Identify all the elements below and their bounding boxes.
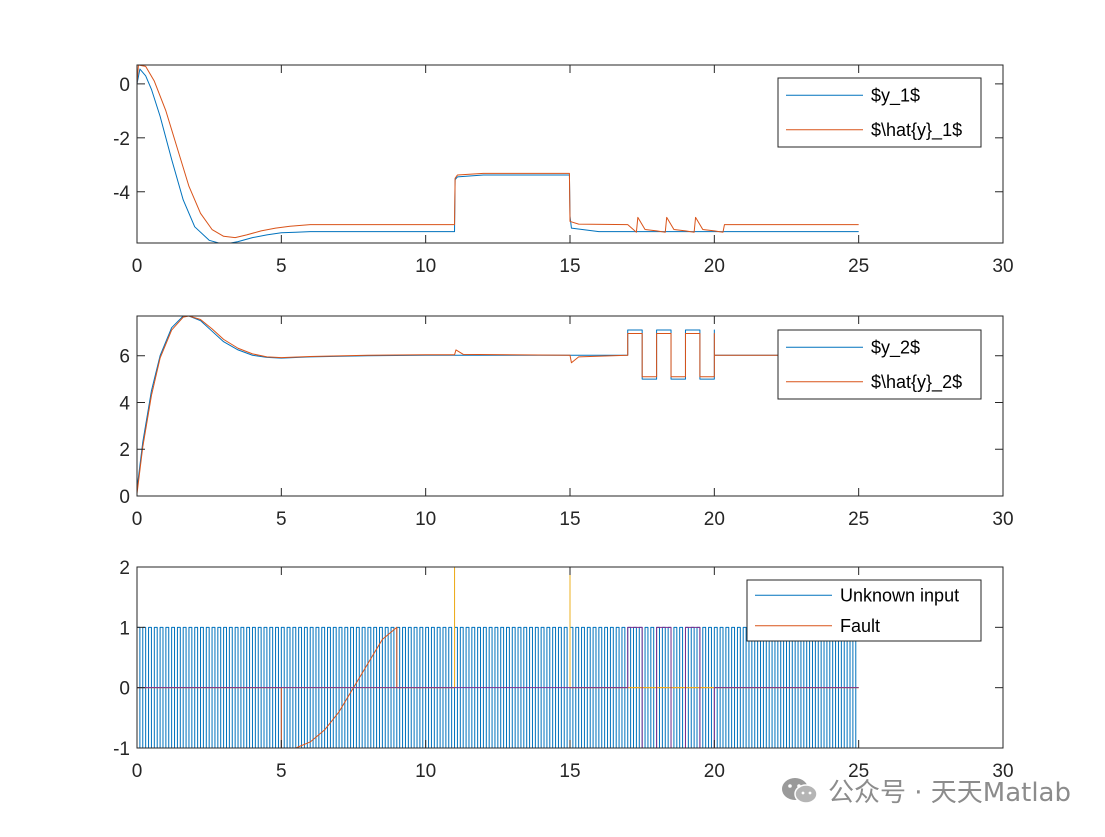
- y-tick-label: 2: [119, 440, 130, 461]
- legend-label: $\hat{y}_1$: [871, 120, 962, 141]
- legend-box: [746, 579, 982, 642]
- x-tick-label: 0: [132, 761, 143, 782]
- x-tick-label: 15: [559, 761, 580, 782]
- legend-3: Unknown input Fault: [746, 579, 982, 642]
- x-tick-label: 15: [559, 256, 580, 277]
- watermark: 公众号 · 天天Matlab: [780, 772, 1071, 809]
- x-tick-label: 15: [559, 509, 580, 530]
- series-3-4: [137, 626, 859, 748]
- y-tick-label: 6: [119, 347, 130, 368]
- series-2-1: [137, 316, 859, 490]
- legend-box: [777, 77, 982, 148]
- legend-label: $\hat{y}_2$: [871, 372, 962, 393]
- legend-label: Unknown input: [840, 585, 959, 605]
- legend-label: Fault: [840, 616, 880, 636]
- legend-label: $y_1$: [871, 85, 920, 106]
- plot-area-1: [137, 65, 859, 243]
- y-tick-label: -4: [113, 183, 130, 204]
- y-tick-label: -1: [113, 739, 130, 760]
- series-1-1: [137, 68, 859, 243]
- x-tick-label: 10: [415, 761, 436, 782]
- legend-label: $y_2$: [871, 337, 920, 358]
- series-1-2: [137, 65, 859, 239]
- legend-box: [777, 329, 982, 400]
- y-tick-label: 0: [119, 75, 130, 96]
- x-tick-label: 25: [848, 256, 869, 277]
- x-tick-label: 10: [415, 509, 436, 530]
- series-2-2: [137, 316, 859, 494]
- x-tick-label: 5: [276, 256, 287, 277]
- x-tick-label: 30: [992, 509, 1013, 530]
- y-tick-label: 4: [119, 393, 130, 414]
- x-tick-label: 25: [848, 761, 869, 782]
- x-tick-label: 5: [276, 761, 287, 782]
- x-tick-label: 30: [992, 256, 1013, 277]
- x-tick-label: 25: [848, 509, 869, 530]
- y-tick-label: 0: [119, 487, 130, 508]
- x-tick-label: 30: [992, 761, 1013, 782]
- y-tick-label: 2: [119, 558, 130, 579]
- plot-area-2: [137, 316, 859, 494]
- y-tick-label: 0: [119, 679, 130, 700]
- x-tick-label: 0: [132, 509, 143, 530]
- x-tick-label: 10: [415, 256, 436, 277]
- legend-1: $y_1$ $\hat{y}_1$: [777, 77, 982, 148]
- x-tick-label: 0: [132, 256, 143, 277]
- subplot-2: 0 5 10 15 20 25 30 0 2 4 6 $y_2$ $\hat{y}_2$: [119, 315, 1014, 530]
- wechat-logo-icon: [781, 777, 818, 804]
- watermark-text: 公众号 · 天天Matlab: [827, 778, 1071, 808]
- y-tick-label: 1: [119, 618, 130, 639]
- plot-area-3: [137, 567, 859, 748]
- x-tick-label: 5: [276, 509, 287, 530]
- legend-2: $y_2$ $\hat{y}_2$: [777, 329, 982, 400]
- y-tick-label: -2: [113, 129, 130, 150]
- x-tick-label: 20: [704, 256, 725, 277]
- x-tick-label: 20: [704, 761, 725, 782]
- x-tick-label: 20: [704, 509, 725, 530]
- subplot-1: 0 5 10 15 20 25 30 0 -2 -4 $y_1$ $\hat{y}_1$: [113, 64, 1014, 277]
